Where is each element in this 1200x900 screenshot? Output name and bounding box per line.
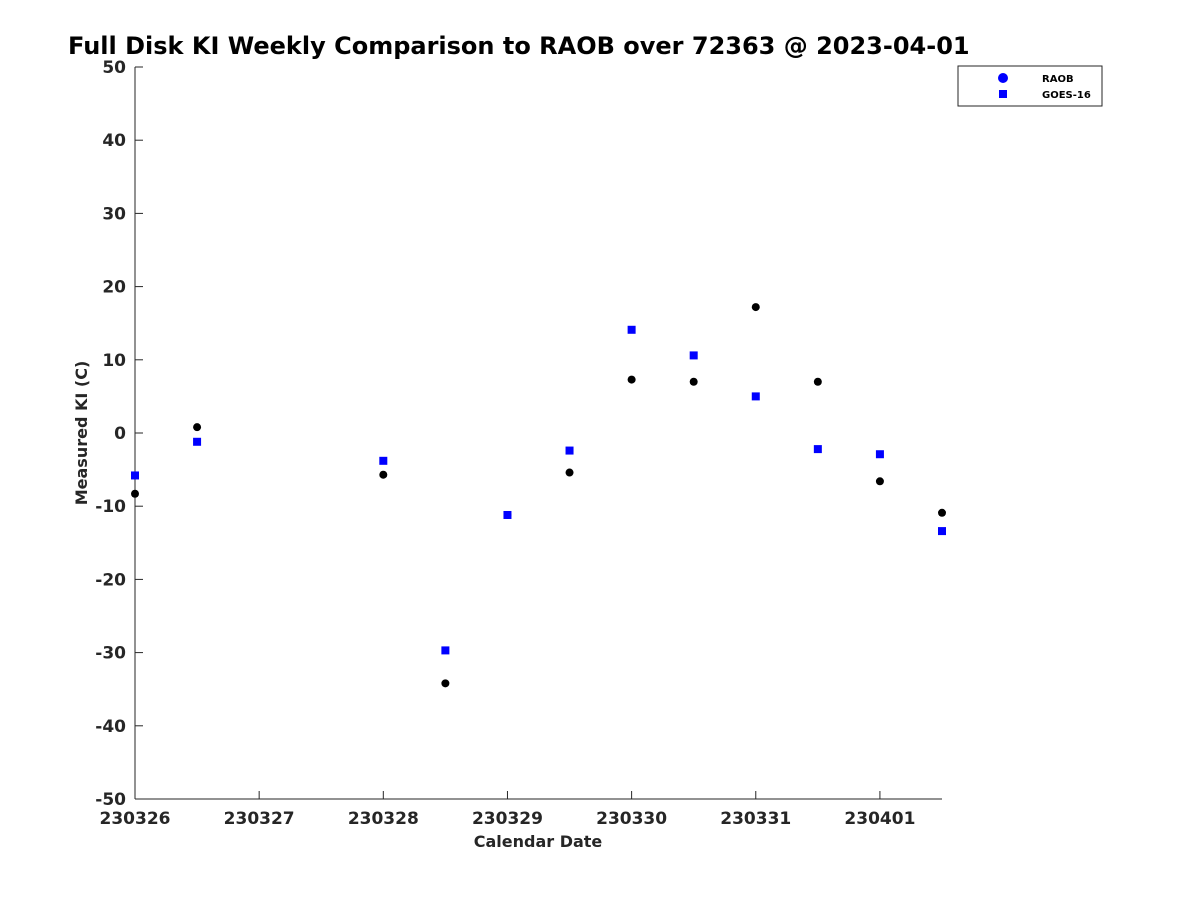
x-axis-label: Calendar Date <box>474 832 603 851</box>
legend-box <box>957 65 1103 107</box>
y-tick-label: -10 <box>95 497 126 517</box>
legend-entry-label: RAOB <box>1042 74 1074 85</box>
point-goes-16 <box>503 510 512 519</box>
point-raob <box>379 470 388 479</box>
point-goes-16 <box>689 351 698 360</box>
data-points <box>131 303 946 688</box>
point-goes-16 <box>627 325 636 334</box>
point-goes-16 <box>193 437 202 446</box>
y-tick-label: -40 <box>95 717 126 737</box>
point-goes-16 <box>938 527 946 536</box>
x-tick-label: 230331 <box>720 809 791 829</box>
x-tick-label: 230326 <box>100 809 171 829</box>
point-raob <box>938 508 946 517</box>
point-raob <box>875 477 884 486</box>
x-tick-label: 230329 <box>472 809 543 829</box>
chart-title: Full Disk KI Weekly Comparison to RAOB o… <box>68 32 970 60</box>
legend-marker-square <box>999 90 1007 98</box>
point-raob <box>751 303 760 312</box>
y-tick-label: 10 <box>102 351 126 371</box>
y-tick-label: -50 <box>95 790 126 810</box>
y-tick-label: -20 <box>95 570 126 590</box>
y-axis-label: Measured KI (C) <box>72 361 91 506</box>
x-tick-label: 230330 <box>596 809 667 829</box>
x-tick-label: 230328 <box>348 809 419 829</box>
point-raob <box>441 679 450 688</box>
y-tick-label: 20 <box>102 278 126 298</box>
y-tick-label: 40 <box>102 131 126 151</box>
y-tick-label: 30 <box>102 204 126 224</box>
legend-marker-circle <box>998 73 1008 83</box>
point-goes-16 <box>813 445 822 454</box>
point-goes-16 <box>379 456 388 465</box>
x-tick-label: 230401 <box>844 809 915 829</box>
point-raob <box>565 468 574 477</box>
x-tick-label: 230327 <box>224 809 295 829</box>
point-raob <box>813 377 822 386</box>
point-goes-16 <box>751 392 760 401</box>
y-tick-label: -30 <box>95 644 126 664</box>
point-goes-16 <box>441 646 450 655</box>
point-raob <box>627 375 636 384</box>
point-raob <box>689 377 698 386</box>
point-raob <box>131 489 139 498</box>
point-raob <box>193 423 202 432</box>
point-goes-16 <box>131 471 139 480</box>
axes: -50 -40 -30 -20 -10 0 10 20 30 40 50 230326 230327 23… <box>95 58 942 829</box>
point-goes-16 <box>565 446 574 455</box>
y-tick-label: 0 <box>114 424 126 444</box>
legend-entry-label: GOES-16 <box>1042 90 1091 101</box>
y-tick-label: 50 <box>102 58 126 78</box>
point-goes-16 <box>875 450 884 459</box>
legend: RAOB GOES-16 <box>957 65 1103 107</box>
